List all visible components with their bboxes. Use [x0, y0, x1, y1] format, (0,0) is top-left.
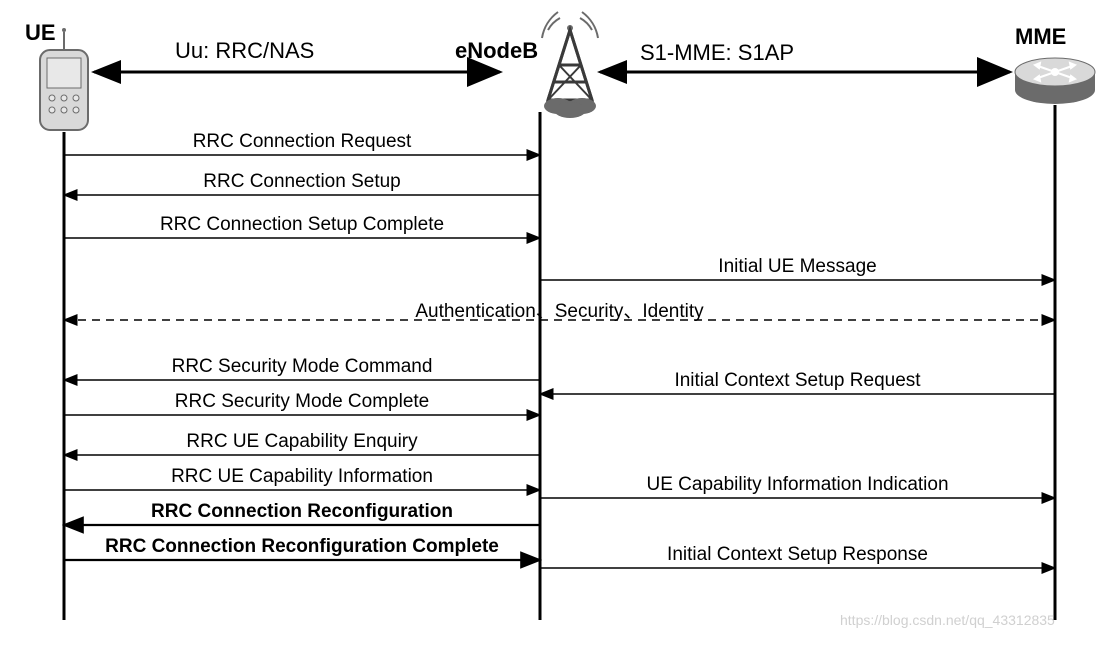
msg-label-4: Authentication、Security、Identity [415, 296, 703, 323]
msg-label-11: RRC Connection Reconfiguration [151, 501, 453, 523]
msg-label-9: RRC UE Capability Information [171, 466, 433, 488]
msg-label-1: RRC Connection Setup [203, 171, 401, 193]
msg-label-7: RRC Security Mode Complete [175, 391, 429, 413]
msg-label-6: Initial Context Setup Request [674, 370, 920, 392]
sequence-diagram: UE Uu: RRC/NAS eNodeB S1-MME: S1AP MME [0, 0, 1112, 645]
msg-label-3: Initial UE Message [718, 256, 876, 278]
watermark: https://blog.csdn.net/qq_43312835 [840, 612, 1055, 628]
msg-label-0: RRC Connection Request [193, 131, 412, 153]
msg-label-12: RRC Connection Reconfiguration Complete [105, 536, 499, 558]
msg-label-13: Initial Context Setup Response [667, 544, 928, 566]
msg-label-10: UE Capability Information Indication [646, 474, 948, 496]
msg-label-5: RRC Security Mode Command [172, 356, 433, 378]
msg-label-2: RRC Connection Setup Complete [160, 214, 444, 236]
msg-label-8: RRC UE Capability Enquiry [186, 431, 417, 453]
